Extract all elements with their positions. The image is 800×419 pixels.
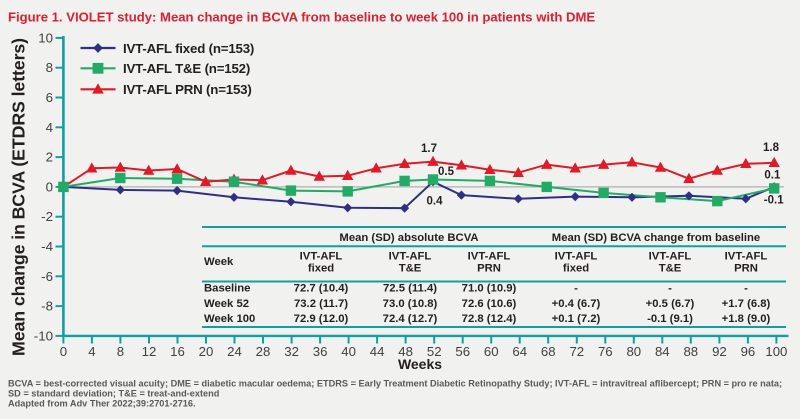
svg-text:72: 72 — [569, 344, 584, 359]
svg-text:56: 56 — [455, 344, 470, 359]
svg-text:+0.5 (6.7): +0.5 (6.7) — [646, 298, 695, 310]
svg-text:68: 68 — [541, 344, 556, 359]
svg-text:PRN: PRN — [477, 263, 501, 275]
svg-text:60: 60 — [484, 344, 499, 359]
svg-text:6: 6 — [46, 90, 53, 105]
svg-text:72.9 (12.0): 72.9 (12.0) — [294, 313, 349, 325]
svg-text:BCVA = best-corrected visual a: BCVA = best-corrected visual acuity; DME… — [8, 379, 782, 389]
svg-text:IVT-AFL: IVT-AFL — [555, 251, 598, 263]
svg-text:IVT-AFL: IVT-AFL — [300, 251, 343, 263]
svg-text:+0.4 (6.7): +0.4 (6.7) — [552, 298, 601, 310]
svg-text:IVT-AFL fixed (n=153): IVT-AFL fixed (n=153) — [123, 41, 254, 56]
svg-text:92: 92 — [712, 344, 727, 359]
svg-text:73.2 (11.7): 73.2 (11.7) — [294, 298, 348, 310]
svg-text:72.7 (10.4): 72.7 (10.4) — [294, 283, 349, 295]
svg-text:-: - — [744, 283, 748, 295]
svg-text:Mean (SD) BCVA change from bas: Mean (SD) BCVA change from baseline — [552, 232, 760, 244]
svg-text:IVT-AFL: IVT-AFL — [725, 251, 768, 263]
svg-text:-8: -8 — [41, 299, 53, 314]
svg-text:-0.1 (9.1): -0.1 (9.1) — [647, 313, 693, 325]
svg-text:Adapted from Adv Ther 2022;39:: Adapted from Adv Ther 2022;39:2701-2716. — [8, 399, 196, 409]
svg-text:88: 88 — [683, 344, 698, 359]
svg-text:-: - — [574, 283, 578, 295]
svg-text:Week: Week — [204, 256, 234, 268]
svg-text:12: 12 — [142, 344, 157, 359]
svg-text:IVT-AFL: IVT-AFL — [389, 251, 432, 263]
svg-text:10: 10 — [38, 30, 53, 45]
svg-text:0.1: 0.1 — [764, 170, 781, 182]
svg-text:40: 40 — [341, 344, 356, 359]
svg-text:+1.7 (6.8): +1.7 (6.8) — [722, 298, 771, 310]
svg-text:fixed: fixed — [308, 263, 334, 275]
svg-text:-2: -2 — [41, 209, 53, 224]
svg-text:52: 52 — [427, 344, 442, 359]
svg-text:44: 44 — [370, 344, 385, 359]
svg-text:73.0 (10.8): 73.0 (10.8) — [383, 298, 438, 310]
svg-text:72.4 (12.7): 72.4 (12.7) — [383, 313, 438, 325]
svg-text:32: 32 — [284, 344, 299, 359]
svg-text:8: 8 — [46, 60, 53, 75]
svg-text:4: 4 — [88, 344, 95, 359]
svg-text:+0.1 (7.2): +0.1 (7.2) — [552, 313, 601, 325]
svg-text:T&E: T&E — [659, 263, 682, 275]
svg-text:-6: -6 — [41, 269, 53, 284]
svg-text:72.8 (12.4): 72.8 (12.4) — [462, 313, 517, 325]
svg-text:+1.8 (9.0): +1.8 (9.0) — [722, 313, 771, 325]
svg-text:0: 0 — [46, 179, 53, 194]
svg-text:36: 36 — [313, 344, 328, 359]
svg-text:80: 80 — [626, 344, 641, 359]
svg-text:2: 2 — [46, 150, 53, 165]
svg-text:0.5: 0.5 — [438, 166, 455, 178]
svg-text:IVT-AFL T&E (n=152): IVT-AFL T&E (n=152) — [123, 61, 250, 76]
svg-text:Mean change in BCVA (ETDRS let: Mean change in BCVA (ETDRS letters) — [9, 38, 29, 356]
svg-text:4: 4 — [46, 120, 53, 135]
svg-text:84: 84 — [655, 344, 670, 359]
svg-text:0.4: 0.4 — [427, 196, 444, 208]
svg-text:Figure 1. VIOLET study: Mean c: Figure 1. VIOLET study: Mean change in B… — [8, 9, 595, 24]
svg-text:20: 20 — [199, 344, 214, 359]
svg-text:IVT-AFL PRN (n=153): IVT-AFL PRN (n=153) — [123, 82, 252, 97]
svg-text:76: 76 — [598, 344, 613, 359]
svg-text:SD = standard deviation; T&E =: SD = standard deviation; T&E = treat-and… — [8, 389, 219, 399]
svg-text:Week 52: Week 52 — [204, 298, 249, 310]
svg-text:72.5 (11.4): 72.5 (11.4) — [383, 283, 437, 295]
svg-text:-0.1: -0.1 — [764, 195, 784, 207]
svg-text:64: 64 — [512, 344, 527, 359]
svg-text:-: - — [668, 283, 672, 295]
svg-text:-4: -4 — [41, 239, 53, 254]
svg-text:72.6 (10.6): 72.6 (10.6) — [462, 298, 517, 310]
svg-text:Baseline: Baseline — [204, 283, 250, 295]
svg-text:8: 8 — [117, 344, 124, 359]
svg-text:96: 96 — [741, 344, 756, 359]
svg-text:IVT-AFL: IVT-AFL — [649, 251, 692, 263]
svg-text:-10: -10 — [34, 328, 53, 343]
svg-text:28: 28 — [256, 344, 271, 359]
svg-text:Weeks: Weeks — [398, 356, 442, 372]
svg-text:24: 24 — [227, 344, 242, 359]
svg-text:T&E: T&E — [399, 263, 422, 275]
svg-text:Week 100: Week 100 — [204, 313, 255, 325]
svg-text:16: 16 — [170, 344, 185, 359]
svg-text:fixed: fixed — [563, 263, 589, 275]
svg-text:PRN: PRN — [734, 263, 758, 275]
svg-text:71.0 (10.9): 71.0 (10.9) — [462, 283, 517, 295]
svg-text:48: 48 — [398, 344, 413, 359]
svg-text:1.8: 1.8 — [763, 142, 780, 154]
svg-text:100: 100 — [765, 344, 787, 359]
svg-text:IVT-AFL: IVT-AFL — [468, 251, 511, 263]
svg-text:Mean (SD) absolute BCVA: Mean (SD) absolute BCVA — [339, 232, 478, 244]
svg-text:0: 0 — [60, 344, 67, 359]
svg-text:1.7: 1.7 — [421, 143, 437, 155]
